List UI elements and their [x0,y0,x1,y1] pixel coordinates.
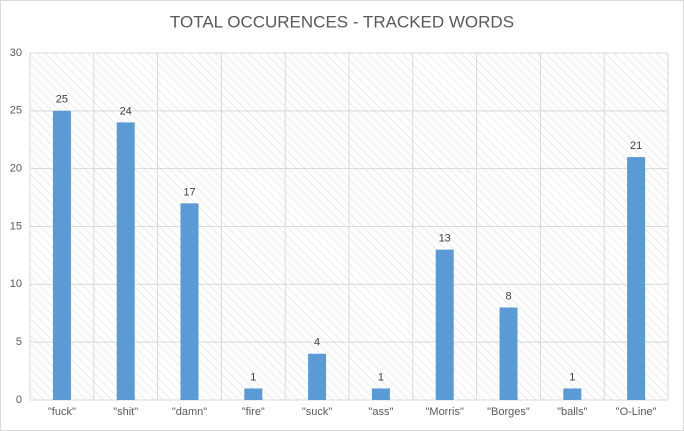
bar [308,353,327,400]
data-label: 25 [56,94,68,106]
bar [435,249,454,400]
data-label: 21 [630,140,642,152]
x-tick-label: "fuck" [48,406,76,418]
bar [116,122,135,401]
y-tick-label: 30 [10,47,22,59]
y-tick-label: 20 [10,163,22,175]
x-tick-label: "shit" [113,406,138,418]
data-label: 1 [250,371,256,383]
x-tick-label: "O-Line" [616,406,657,418]
x-tick-label: "damn" [172,406,207,418]
data-label: 24 [120,105,132,117]
bar [499,307,518,400]
data-label: 4 [314,337,320,349]
data-label: 1 [569,371,575,383]
bar [563,388,582,400]
x-tick-label: "Borges" [487,406,530,418]
y-tick-label: 10 [10,278,22,290]
y-tick-label: 5 [16,336,22,348]
chart-title: TOTAL OCCURENCES - TRACKED WORDS [170,12,514,31]
data-label: 1 [378,371,384,383]
y-tick-label: 15 [10,220,22,232]
x-tick-label: "suck" [302,406,333,418]
bar [180,203,199,400]
y-tick-label: 25 [10,105,22,117]
data-label: 8 [505,290,511,302]
x-tick-label: "fire" [242,406,265,418]
bar [52,110,71,400]
bar [371,388,390,400]
x-tick-label: "ass" [368,406,393,418]
data-label: 13 [439,233,451,245]
x-tick-label: "balls" [557,406,588,418]
y-tick-label: 0 [16,394,22,406]
bar [244,388,263,400]
x-tick-label: "Morris" [426,406,464,418]
data-label: 17 [183,186,195,198]
bar [627,157,646,400]
